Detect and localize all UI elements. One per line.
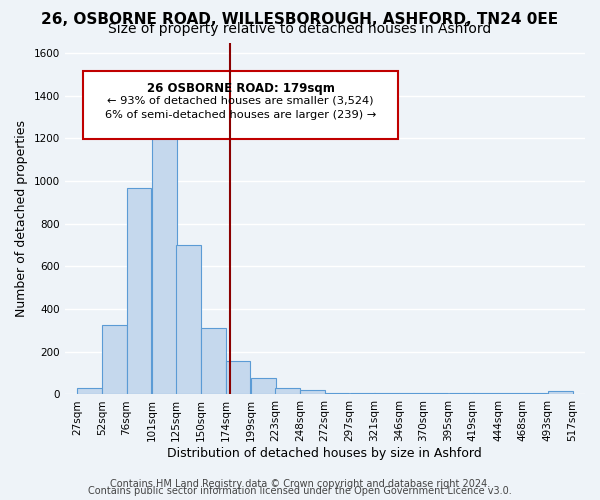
Bar: [77, 388, 102, 394]
Bar: [275, 388, 300, 394]
Text: Contains HM Land Registry data © Crown copyright and database right 2024.: Contains HM Land Registry data © Crown c…: [110, 479, 490, 489]
X-axis label: Distribution of detached houses by size in Ashford: Distribution of detached houses by size …: [167, 447, 482, 460]
Bar: [176, 245, 201, 394]
Text: Contains public sector information licensed under the Open Government Licence v3: Contains public sector information licen…: [88, 486, 512, 496]
Text: 26 OSBORNE ROAD: 179sqm: 26 OSBORNE ROAD: 179sqm: [146, 82, 334, 95]
Bar: [103, 325, 127, 394]
Bar: [226, 362, 250, 394]
Text: ← 93% of detached houses are smaller (3,524): ← 93% of detached houses are smaller (3,…: [107, 96, 374, 106]
Bar: [202, 328, 226, 394]
Bar: [251, 378, 275, 394]
Text: 6% of semi-detached houses are larger (239) →: 6% of semi-detached houses are larger (2…: [105, 110, 376, 120]
Bar: [127, 188, 151, 394]
Bar: [301, 390, 325, 394]
Bar: [548, 392, 572, 394]
Text: Size of property relative to detached houses in Ashford: Size of property relative to detached ho…: [109, 22, 491, 36]
Text: 26, OSBORNE ROAD, WILLESBOROUGH, ASHFORD, TN24 0EE: 26, OSBORNE ROAD, WILLESBOROUGH, ASHFORD…: [41, 12, 559, 28]
Bar: [152, 138, 176, 394]
Y-axis label: Number of detached properties: Number of detached properties: [15, 120, 28, 317]
FancyBboxPatch shape: [83, 70, 398, 140]
